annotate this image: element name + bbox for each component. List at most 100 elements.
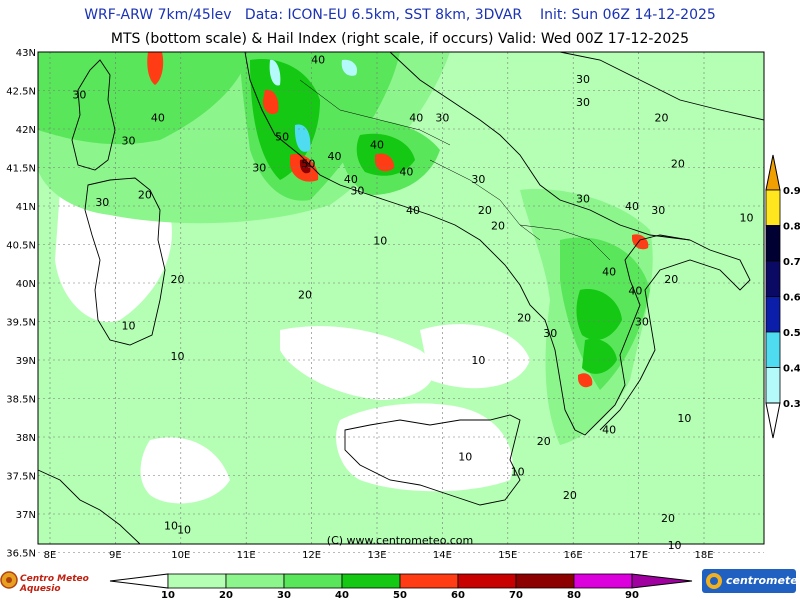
contour-label: 40	[602, 265, 616, 278]
contour-label: 30	[471, 173, 485, 186]
lon-label: 8E	[44, 550, 57, 561]
contour-label: 40	[327, 150, 341, 163]
hail-scale-swatch	[765, 225, 781, 262]
contour-label: 10	[458, 450, 472, 463]
lat-label: 37.5N	[6, 472, 36, 483]
lat-label: 39N	[16, 356, 36, 367]
hail-scale-tick: 0.8	[783, 222, 800, 233]
lon-label: 16E	[564, 550, 583, 561]
contour-label: 20	[517, 312, 531, 325]
contour-label: 20	[298, 289, 312, 302]
lat-label: 40N	[16, 279, 36, 290]
contour-label: 40	[344, 173, 358, 186]
lat-label: 36.5N	[6, 549, 36, 560]
hail-scale-tick: 0.6	[783, 293, 800, 304]
mts-scale-swatch	[573, 573, 633, 589]
contour-label: 40	[399, 165, 413, 178]
lon-label: 13E	[367, 550, 386, 561]
contour-label: 10	[740, 212, 754, 225]
hail-scale-bottom-arrow	[765, 402, 781, 439]
contour-label: 20	[138, 188, 152, 201]
contour-label: 20	[654, 111, 668, 124]
contour-label: 10	[511, 466, 525, 479]
contour-label: 20	[537, 435, 551, 448]
mts-scale-swatch	[225, 573, 285, 589]
hail-scale-tick: 0.4	[783, 364, 800, 375]
contour-label: 40	[409, 111, 423, 124]
contour-label: 40	[602, 423, 616, 436]
contour-label: 40	[370, 138, 384, 151]
mts-scale-swatch	[399, 573, 459, 589]
lat-label: 37N	[16, 510, 36, 521]
mts-scale-swatch	[515, 573, 575, 589]
contour-label: 30	[651, 204, 665, 217]
mts-scale-swatch	[283, 573, 343, 589]
contour-label: 30	[121, 135, 135, 148]
mts-scale-tick: 60	[451, 590, 465, 600]
contour-label: 30	[576, 73, 590, 86]
header-valid-info: MTS (bottom scale) & Hail Index (right s…	[110, 31, 690, 47]
contour-label: 30	[72, 88, 86, 101]
mts-scale-tick: 70	[509, 590, 523, 600]
lat-label: 42.5N	[6, 87, 36, 98]
mts-color-scale: 10 20 30 40 50 60 70 80 90	[109, 573, 693, 600]
mts-scale-tick: 90	[625, 590, 639, 600]
lat-label: 41.5N	[6, 164, 36, 175]
hail-scale-swatch	[765, 331, 781, 368]
contour-label: 10	[677, 412, 691, 425]
mts-scale-tick: 80	[567, 590, 581, 600]
contour-label: 30	[95, 196, 109, 209]
coastlines	[37, 51, 765, 545]
hail-scale-swatch	[765, 296, 781, 333]
lat-label: 42N	[16, 125, 36, 136]
mts-scale-swatch	[457, 573, 517, 589]
lat-label: 39.5N	[6, 318, 36, 329]
left-logo-text: Centro Meteo Aquesio	[20, 574, 89, 594]
contour-label: 30	[252, 162, 266, 175]
lon-label: 10E	[171, 550, 190, 561]
contour-label: 10	[668, 539, 682, 552]
lat-label: 40.5N	[6, 241, 36, 252]
lon-label: 17E	[629, 550, 648, 561]
contour-label: 30	[543, 327, 557, 340]
mts-scale-tick: 40	[335, 590, 349, 600]
contour-label: 20	[491, 219, 505, 232]
contour-label: 30	[576, 192, 590, 205]
contour-label: 30	[435, 111, 449, 124]
contour-label: 30	[635, 316, 649, 329]
mts-scale-swatch	[167, 573, 227, 589]
mts-scale-tick: 10	[161, 590, 175, 600]
contour-label: 30	[576, 96, 590, 109]
lat-label: 38N	[16, 433, 36, 444]
mts-scale-tick: 30	[277, 590, 291, 600]
contour-label: 10	[471, 354, 485, 367]
contour-label: 20	[671, 158, 685, 171]
header-model-info: WRF-ARW 7km/45lev Data: ICON-EU 6.5km, S…	[84, 7, 716, 23]
hail-scale-tick: 0.5	[783, 328, 800, 339]
contour-label: 20	[563, 489, 577, 502]
hail-scale-swatch	[765, 260, 781, 297]
contour-label: 10	[121, 319, 135, 332]
mts-scale-swatch	[341, 573, 401, 589]
hail-scale-tick: 0.7	[783, 257, 800, 268]
contour-label: 40	[628, 285, 642, 298]
contour-label: 20	[661, 512, 675, 525]
hail-color-scale: 0.9 0.8 0.7 0.6 0.5 0.4 0.3	[765, 154, 800, 439]
contour-label: 40	[151, 111, 165, 124]
contour-label: 20	[664, 273, 678, 286]
hail-scale-tick: 0.3	[783, 399, 800, 410]
mts-scale-tick: 50	[393, 590, 407, 600]
hail-scale-swatch	[765, 189, 781, 226]
lon-label: 11E	[237, 550, 256, 561]
contour-label: 50	[301, 158, 315, 171]
lat-label: 41N	[16, 202, 36, 213]
mts-scale-right-arrow	[631, 573, 693, 589]
contour-label: 10	[164, 520, 178, 533]
lon-label: 9E	[109, 550, 122, 561]
lon-label: 18E	[694, 550, 713, 561]
lon-label: 14E	[433, 550, 452, 561]
lon-label: 12E	[302, 550, 321, 561]
mts-scale-tick: 20	[219, 590, 233, 600]
lat-label: 43N	[16, 48, 36, 59]
credit-text: (C) www.centrometeo.com	[327, 534, 473, 547]
